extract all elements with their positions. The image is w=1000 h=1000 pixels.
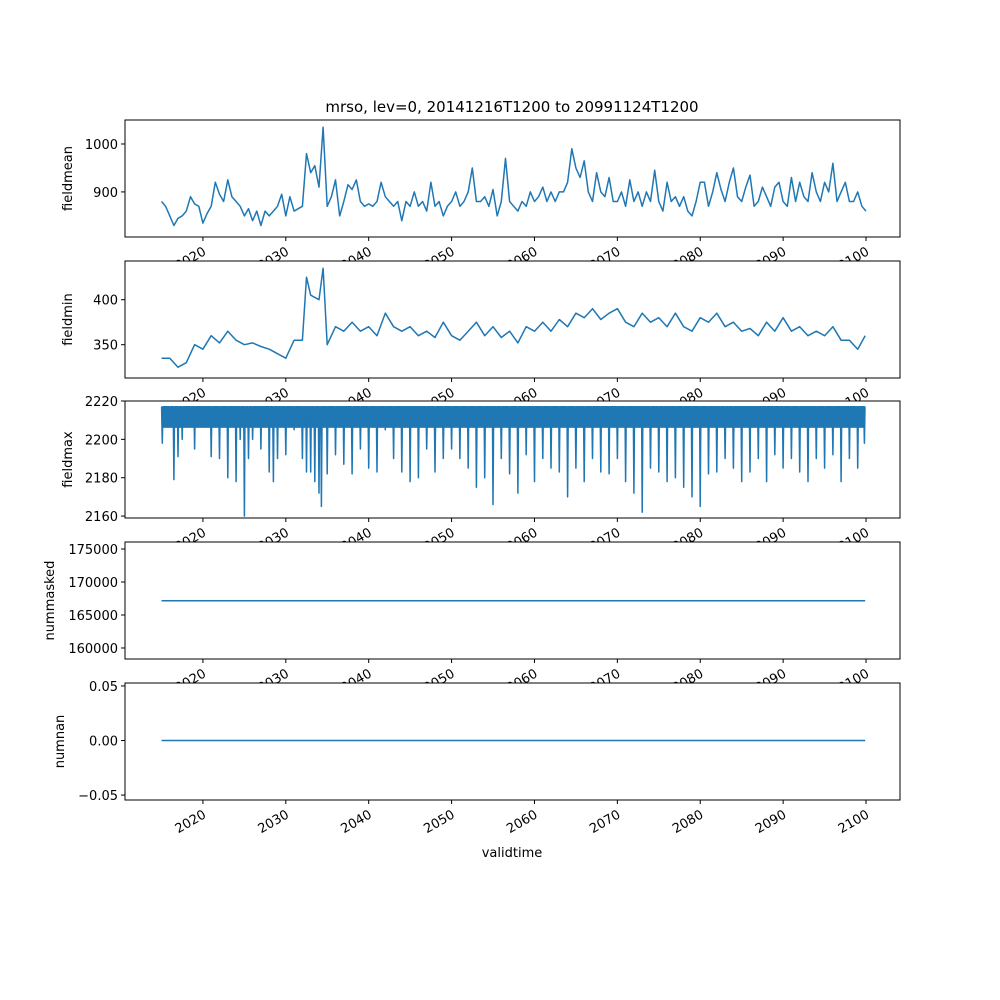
y-tick-label: 165000	[68, 609, 118, 624]
x-tick-label: 2090	[753, 807, 789, 837]
y-axis-label: fieldmean	[61, 146, 76, 211]
y-tick-label: 400	[93, 294, 118, 309]
y-tick-label: 2220	[85, 395, 118, 410]
data-series	[161, 267, 866, 368]
x-tick-label: 2030	[256, 807, 292, 837]
y-tick-label: −0.05	[78, 789, 118, 804]
y-axis-label: fieldmax	[61, 431, 76, 488]
x-tick-label: 2070	[587, 807, 623, 837]
axes-frame	[124, 119, 901, 238]
x-tick-label: 2060	[504, 807, 540, 837]
x-tick-label: 2040	[339, 807, 375, 837]
x-tick-label: 2080	[670, 807, 706, 837]
y-tick-label: 2180	[85, 472, 118, 487]
axes-background	[125, 120, 900, 237]
y-tick-label: 2200	[85, 433, 118, 448]
y-axis-label: fieldmin	[61, 293, 76, 346]
panel-numnan: −0.05 0.00 0.05 numnan 2020 2030 2040 2050 2060 2…	[53, 680, 901, 837]
y-tick-label: 900	[93, 186, 118, 201]
y-tick-label: 0.05	[89, 680, 118, 695]
axes-frame	[124, 682, 901, 801]
x-tick-label: 2050	[421, 807, 457, 837]
x-tick-label: 2100	[836, 807, 872, 837]
y-tick-label: 175000	[68, 543, 118, 558]
x-axis-label: validtime	[482, 846, 543, 861]
axes-frame	[124, 260, 901, 379]
axes-frame	[124, 541, 901, 660]
y-tick-label: 350	[93, 339, 118, 354]
x-tick-label: 2020	[173, 807, 209, 837]
y-axis-label: numnan	[53, 715, 68, 769]
y-tick-label: 160000	[68, 642, 118, 657]
y-tick-label: 2160	[85, 510, 118, 525]
data-series	[160, 126, 867, 227]
axes-background	[125, 261, 900, 378]
series-line	[161, 267, 866, 368]
series-line	[160, 126, 867, 227]
y-tick-label: 170000	[68, 576, 118, 591]
dense-band	[161, 406, 866, 428]
axes-background	[125, 683, 900, 800]
axes-frame	[124, 400, 901, 519]
y-tick-label: 1000	[85, 138, 118, 153]
chart-title: mrso, lev=0, 20141216T1200 to 20991124T1…	[325, 98, 698, 116]
y-axis-label: nummasked	[43, 561, 58, 641]
data-series	[160, 406, 866, 517]
series-line	[160, 406, 866, 517]
y-tick-label: 0.00	[89, 735, 118, 750]
